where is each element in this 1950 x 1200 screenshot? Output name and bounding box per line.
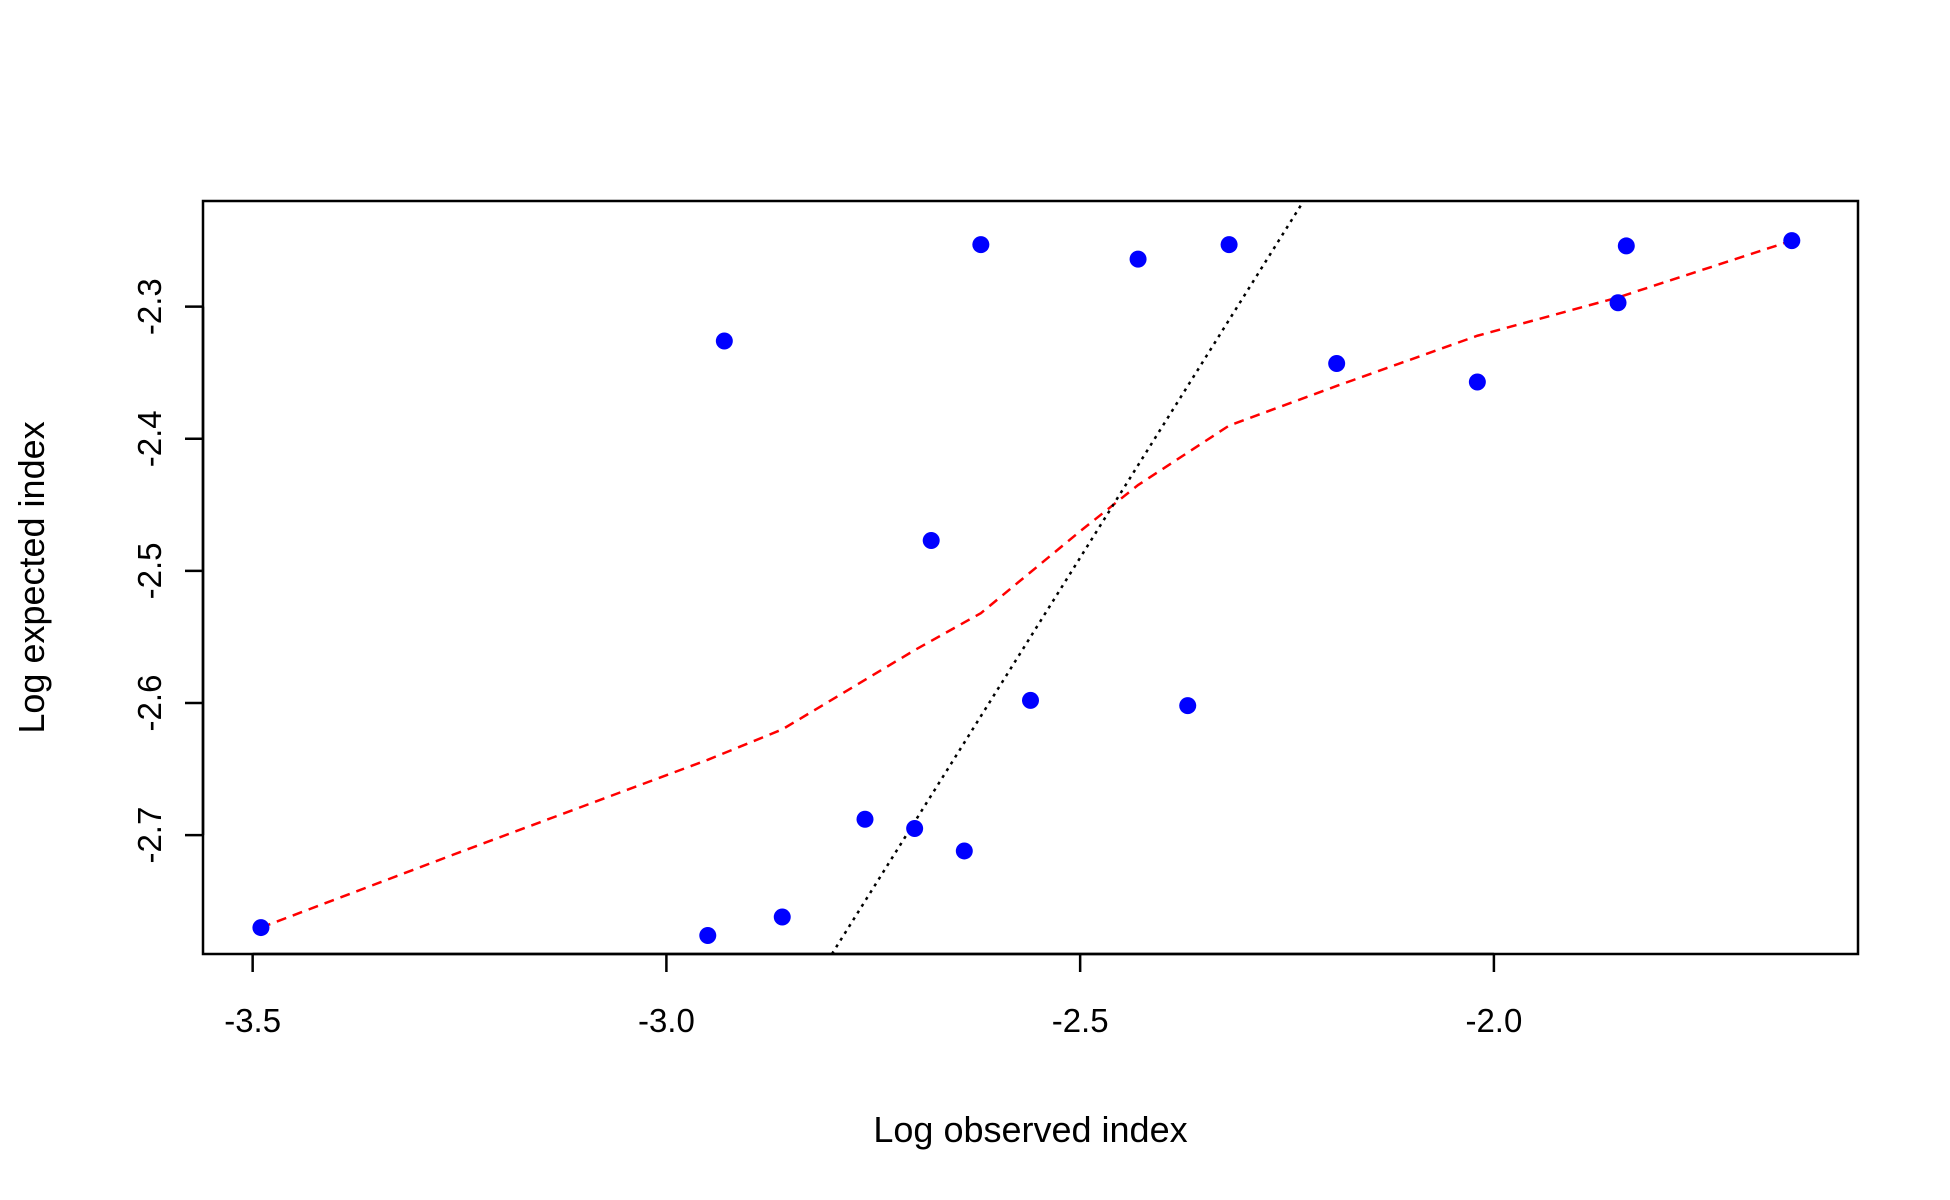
data-point (906, 820, 924, 837)
x-tick-label: -3.5 (224, 1002, 281, 1039)
data-point (1617, 237, 1635, 255)
data-point (252, 919, 270, 937)
data-point (1609, 294, 1627, 312)
y-tick-label: -2.7 (131, 807, 168, 864)
reference-line (830, 200, 1305, 955)
smooth-trend-line (260, 239, 1793, 929)
points-layer (252, 232, 1801, 945)
data-point (715, 332, 733, 350)
data-point (856, 810, 874, 828)
y-tick-label: -2.6 (131, 675, 168, 732)
lines-layer (260, 200, 1793, 955)
plot-frame (201, 199, 1860, 956)
x-tick-label: -2.0 (1465, 1002, 1522, 1039)
y-tick-label: -2.3 (131, 278, 168, 335)
axes-layer: -3.5 -3.0 -2.5 -2.0 -2.7 -2.6 -2.5 -2.4 -2.3 (131, 278, 1522, 1039)
data-point (1179, 697, 1197, 715)
data-point (1328, 354, 1346, 372)
y-tick-label: -2.5 (131, 542, 168, 599)
data-point (1129, 250, 1147, 268)
x-tick-label: -2.5 (1052, 1002, 1109, 1039)
data-point (1220, 236, 1238, 254)
x-tick-label: -3.0 (638, 1002, 695, 1039)
data-point (773, 908, 791, 926)
data-point (1022, 691, 1039, 709)
data-point (955, 842, 973, 860)
x-axis-title: Log observed index (873, 1109, 1187, 1150)
data-point (1783, 232, 1801, 250)
data-point (922, 532, 940, 550)
y-tick-label: -2.4 (131, 410, 168, 467)
data-point (972, 236, 990, 254)
y-axis-title: Log expected index (11, 421, 52, 733)
data-point (1468, 373, 1486, 391)
data-point (699, 927, 717, 945)
